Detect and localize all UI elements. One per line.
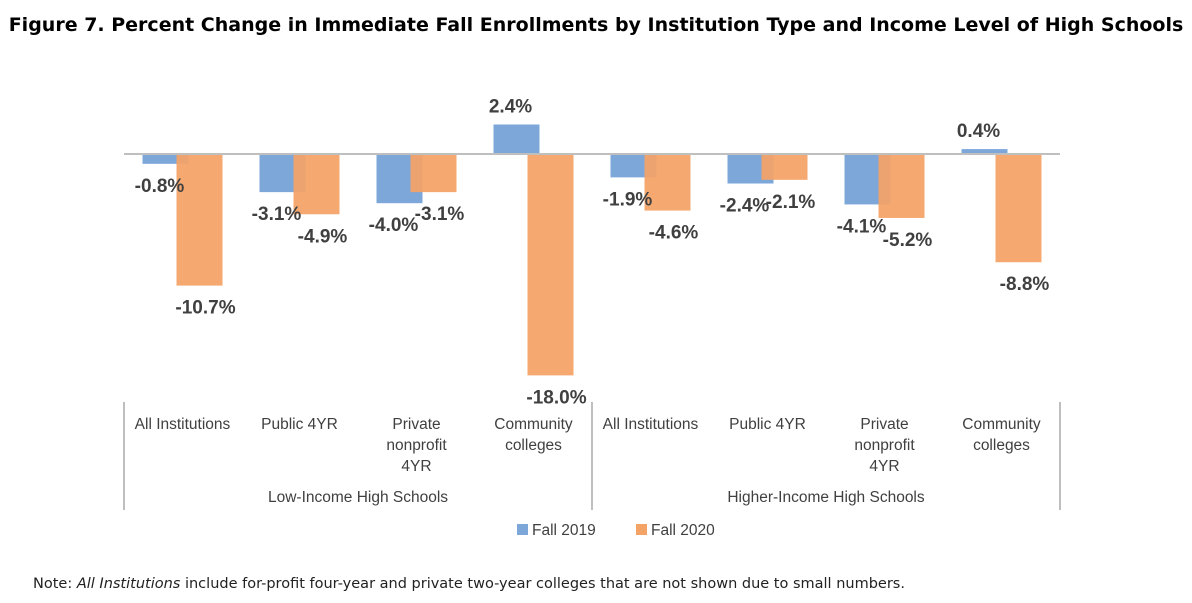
data-label-fall-2020: -10.7% — [175, 298, 235, 319]
data-label-fall-2019: -4.0% — [369, 215, 419, 236]
category-label-line: Public 4YR — [729, 416, 806, 433]
data-label-fall-2020: -3.1% — [415, 204, 465, 225]
bars-layer — [142, 124, 1042, 376]
category-label-line: Public 4YR — [261, 416, 338, 433]
note-italic: All Institutions — [76, 576, 181, 592]
category-label: Community colleges — [962, 416, 1041, 454]
bar-fall-2019 — [142, 154, 189, 164]
data-label-fall-2020: -18.0% — [526, 387, 586, 408]
bar-fall-2020 — [995, 154, 1042, 263]
legend-swatch-fall-2020 — [636, 524, 647, 535]
data-label-fall-2019: -3.1% — [252, 204, 302, 225]
data-label-fall-2020: -5.2% — [883, 230, 933, 251]
category-label-line: Private — [392, 416, 440, 433]
category-label-line: 4YR — [401, 458, 431, 475]
legend-label-fall-2019: Fall 2019 — [532, 522, 596, 539]
bar-fall-2020 — [176, 154, 223, 286]
data-label-fall-2019: -4.1% — [837, 216, 887, 237]
data-label-fall-2020: -2.1% — [766, 192, 816, 213]
data-label-fall-2019: 0.4% — [957, 121, 1000, 142]
category-label-line: Community — [962, 416, 1041, 433]
legend-label-fall-2020: Fall 2020 — [651, 522, 715, 539]
category-label: Community colleges — [494, 416, 573, 454]
category-label: Public 4YR — [729, 416, 806, 433]
bar-fall-2020 — [410, 154, 457, 193]
category-label-line: All Institutions — [135, 416, 231, 433]
category-label-line: nonprofit — [854, 437, 915, 454]
value-labels-layer: -0.8%-10.7%-3.1%-4.9%-4.0%-3.1%2.4%-18.0… — [135, 96, 1050, 408]
category-label-line: colleges — [973, 437, 1030, 454]
data-label-fall-2020: -8.8% — [1000, 274, 1050, 295]
chart-title: Figure 7. Percent Change in Immediate Fa… — [8, 14, 1184, 36]
footnote: Note: All Institutions include for-profi… — [33, 576, 905, 592]
category-label-line: 4YR — [869, 458, 899, 475]
group-label: Higher-Income High Schools — [727, 489, 925, 506]
bar-fall-2020 — [878, 154, 925, 218]
category-label: Private nonprofit 4YR — [386, 416, 447, 475]
category-label-line: colleges — [505, 437, 562, 454]
category-label: Private nonprofit 4YR — [854, 416, 915, 475]
note-suffix: include for-profit four-year and private… — [180, 576, 905, 592]
data-label-fall-2019: -0.8% — [135, 176, 185, 197]
category-label-line: nonprofit — [386, 437, 447, 454]
data-label-fall-2019: 2.4% — [489, 96, 532, 117]
bar-fall-2020 — [527, 154, 574, 376]
legend-swatch-fall-2019 — [517, 524, 528, 535]
bar-fall-2019 — [493, 124, 540, 154]
category-label-line: Community — [494, 416, 573, 433]
bar-fall-2020 — [293, 154, 340, 215]
group-label: Low-Income High Schools — [268, 489, 448, 506]
category-label: Public 4YR — [261, 416, 338, 433]
bar-fall-2019 — [961, 149, 1008, 154]
data-label-fall-2019: -1.9% — [603, 189, 653, 210]
data-label-fall-2020: -4.6% — [649, 223, 699, 244]
category-label: All Institutions — [135, 416, 231, 433]
note-prefix: Note: — [33, 576, 77, 592]
bar-fall-2020 — [644, 154, 691, 211]
bar-fall-2020 — [761, 154, 808, 180]
category-label-line: Private — [860, 416, 908, 433]
category-label-line: All Institutions — [603, 416, 699, 433]
data-label-fall-2020: -4.9% — [298, 226, 348, 247]
category-label: All Institutions — [603, 416, 699, 433]
data-label-fall-2019: -2.4% — [720, 196, 770, 217]
